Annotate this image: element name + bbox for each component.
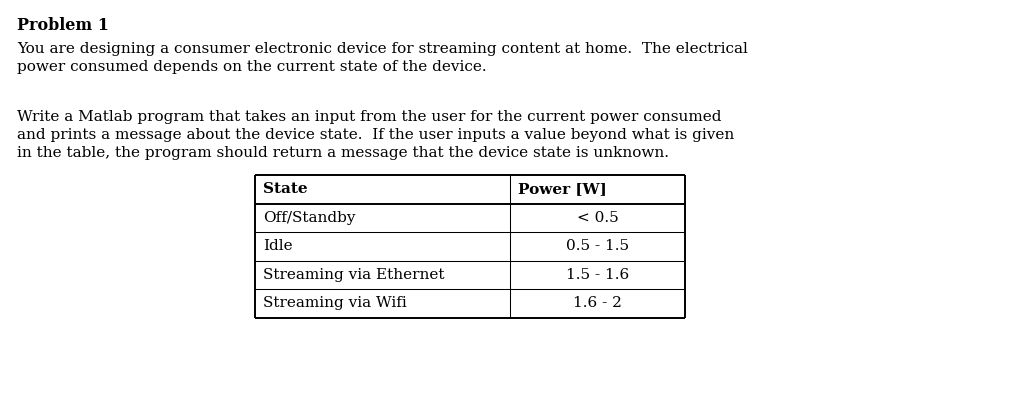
Text: 0.5 - 1.5: 0.5 - 1.5 <box>566 239 629 253</box>
Text: 1.6 - 2: 1.6 - 2 <box>573 296 622 310</box>
Text: Streaming via Ethernet: Streaming via Ethernet <box>263 268 445 282</box>
Text: Streaming via Wifi: Streaming via Wifi <box>263 296 406 310</box>
Text: < 0.5: < 0.5 <box>576 211 619 225</box>
Text: State: State <box>263 182 307 196</box>
Text: You are designing a consumer electronic device for streaming content at home.  T: You are designing a consumer electronic … <box>17 42 748 74</box>
Text: Off/Standby: Off/Standby <box>263 211 356 225</box>
Text: Write a Matlab program that takes an input from the user for the current power c: Write a Matlab program that takes an inp… <box>17 110 734 160</box>
Text: Power [W]: Power [W] <box>518 182 607 196</box>
Text: Idle: Idle <box>263 239 292 253</box>
Text: 1.5 - 1.6: 1.5 - 1.6 <box>566 268 629 282</box>
Text: Problem 1: Problem 1 <box>17 17 109 34</box>
